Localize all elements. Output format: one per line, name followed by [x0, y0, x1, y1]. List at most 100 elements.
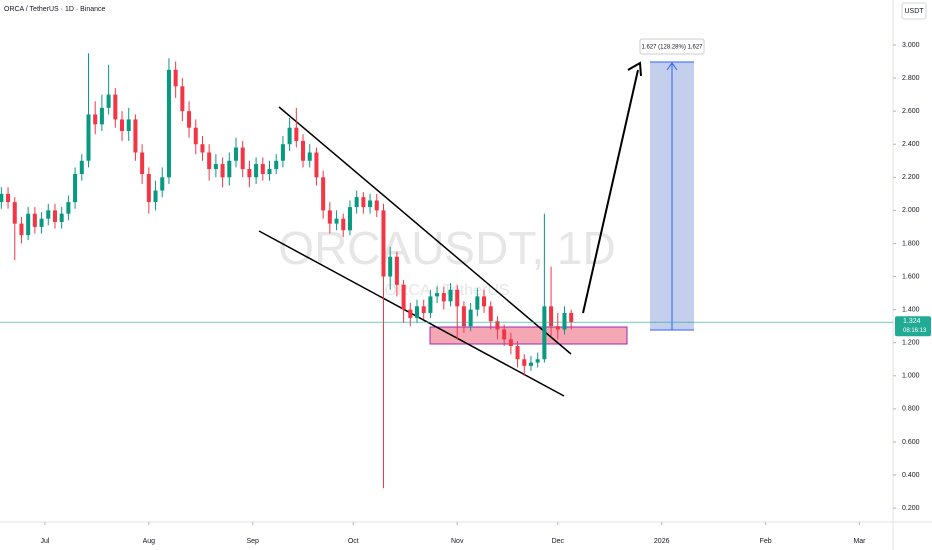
target-arrow-head — [627, 61, 642, 77]
candle-body — [354, 197, 359, 208]
candle-body — [193, 127, 198, 145]
candle-body — [569, 312, 574, 323]
candle-body — [187, 111, 192, 128]
currency-box[interactable] — [901, 2, 927, 20]
candle-body — [448, 289, 453, 302]
candle-body — [166, 69, 171, 178]
chart-title: ORCA / TetherUS · 1D · Binance — [4, 6, 106, 13]
measure-label: 1.627 (128.28%) 1,627 — [641, 45, 703, 51]
candle-body — [461, 306, 466, 327]
watermark-sub: ORCA / TetherUS — [384, 282, 509, 299]
candle-body — [160, 177, 165, 191]
candle-body — [200, 144, 205, 153]
candle-body — [86, 114, 91, 161]
candle-body — [153, 190, 158, 203]
candle-body — [233, 147, 238, 161]
candle-body — [267, 169, 272, 174]
candle-body — [475, 296, 480, 310]
candle-body — [482, 296, 487, 307]
candle-body — [401, 284, 406, 310]
candle-body — [542, 306, 547, 360]
candle-body — [207, 152, 212, 170]
candle-body — [146, 174, 151, 203]
trendline-upper — [278, 106, 572, 355]
candle-body — [549, 306, 554, 327]
candle-body — [173, 69, 178, 87]
candle-body — [488, 306, 493, 322]
candle-body — [388, 256, 393, 277]
candle-body — [428, 296, 433, 313]
candle-body — [32, 213, 37, 227]
candle-body — [321, 177, 326, 211]
x-tick-label: Dec — [552, 538, 565, 545]
candle-body — [502, 329, 507, 340]
candle-body — [307, 152, 312, 161]
candle-body — [468, 309, 473, 327]
candle-body — [515, 346, 520, 360]
y-tick-label: 1.800 — [902, 240, 920, 247]
candle-body — [99, 107, 104, 125]
candle-body — [140, 152, 145, 174]
candle-body — [394, 256, 399, 285]
y-tick-label: 3.000 — [902, 42, 920, 49]
candle-body — [254, 164, 259, 178]
projection-arrow-head — [666, 62, 678, 71]
y-tick-label: 2.600 — [902, 108, 920, 115]
x-tick-label: Aug — [143, 538, 156, 545]
candle-body — [120, 119, 125, 131]
x-tick-label: 2026 — [654, 538, 670, 545]
candle-body — [535, 359, 540, 363]
candle-body — [455, 289, 460, 307]
candle-body — [562, 312, 567, 330]
x-tick-label: Oct — [348, 538, 359, 545]
candle-body — [522, 359, 527, 366]
candle-body — [93, 114, 98, 125]
candle-body — [495, 321, 500, 330]
candle-body — [6, 193, 11, 203]
candle-body — [113, 94, 118, 120]
target-arrow — [582, 69, 639, 314]
candle-body — [381, 210, 386, 277]
candle-body — [301, 140, 306, 161]
candle-body — [46, 210, 51, 219]
candle-body — [441, 293, 446, 302]
candle-body — [240, 147, 245, 170]
support-zone — [429, 326, 628, 345]
candle-body — [435, 293, 440, 297]
measure-box — [639, 38, 705, 55]
y-tick-label: 1.400 — [902, 306, 920, 313]
y-tick-label: 2.200 — [902, 174, 920, 181]
candle-body — [73, 174, 78, 203]
candle-body — [368, 200, 373, 208]
candle-body — [361, 197, 366, 208]
candle-body — [334, 218, 339, 224]
candle-body — [213, 164, 218, 170]
candle-body — [274, 160, 279, 170]
x-tick-label: Nov — [451, 538, 464, 545]
candle-body — [287, 127, 292, 145]
candle-body — [408, 309, 413, 318]
countdown: 08:16:13 — [903, 328, 927, 334]
y-tick-label: 1.600 — [902, 273, 920, 280]
candle-body — [12, 202, 17, 224]
y-tick-label: 0.200 — [902, 505, 920, 512]
candle-body — [26, 213, 31, 236]
candle-body — [294, 127, 299, 141]
y-tick-label: 2.000 — [902, 207, 920, 214]
y-tick-label: 1.000 — [902, 373, 920, 380]
candle-body — [260, 164, 265, 174]
candle-body — [555, 326, 560, 330]
candle-body — [414, 306, 420, 318]
candle-body — [280, 144, 285, 161]
candle-body — [39, 218, 44, 227]
y-tick-label: 0.600 — [902, 439, 920, 446]
candle-body — [52, 210, 57, 222]
candle-body — [19, 223, 24, 236]
candle-body — [59, 213, 64, 222]
candle-body — [126, 119, 131, 131]
candle-body — [528, 362, 533, 366]
x-tick-label: Sep — [247, 538, 260, 545]
y-tick-label: 1.200 — [902, 340, 920, 347]
